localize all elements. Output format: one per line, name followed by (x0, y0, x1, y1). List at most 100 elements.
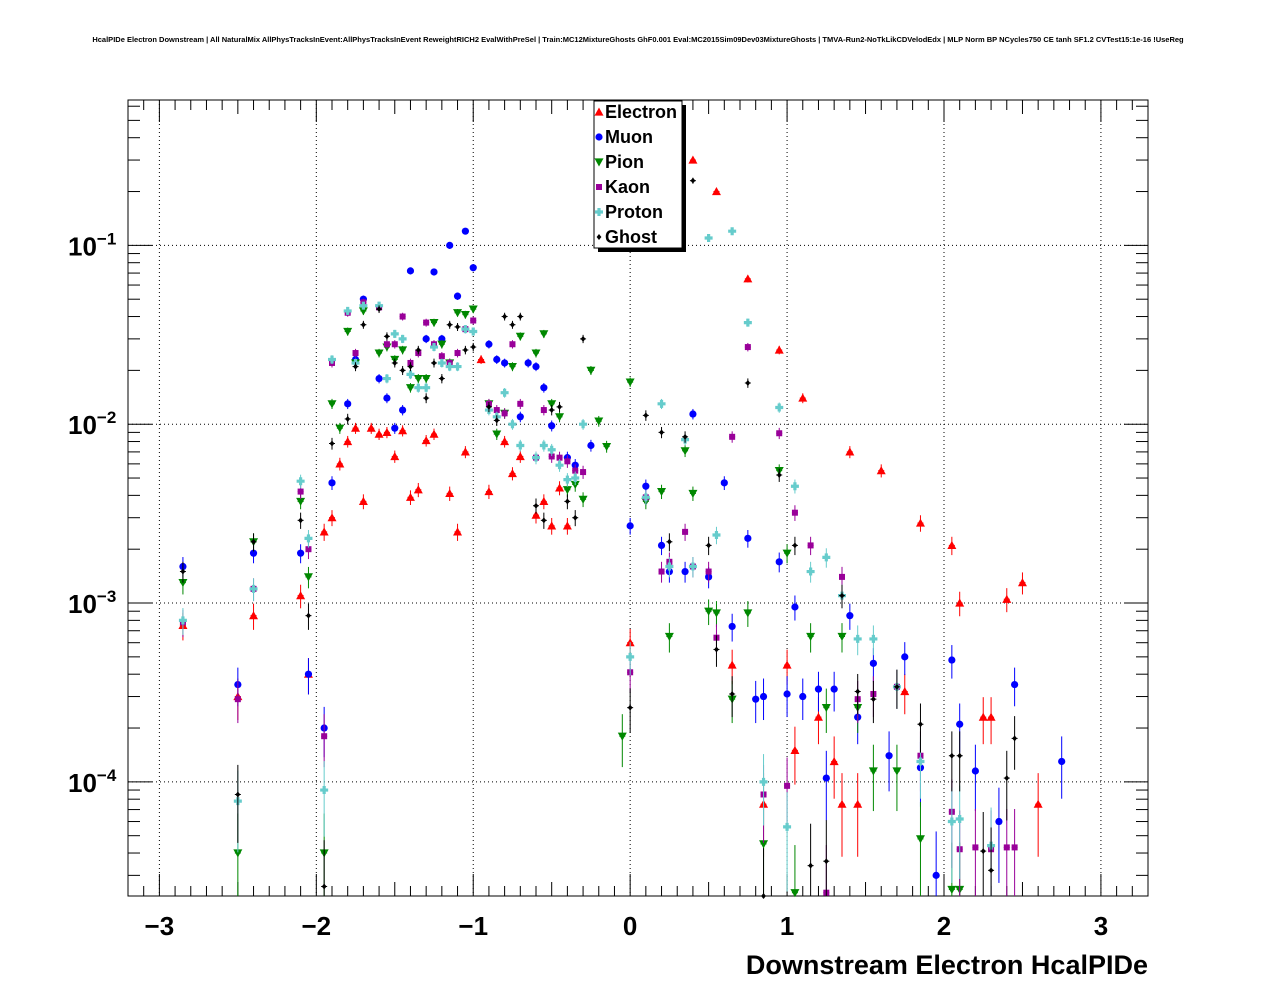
data-point (360, 321, 366, 328)
data-point (532, 453, 541, 462)
data-point (353, 363, 358, 370)
data-point (437, 340, 447, 349)
data-point (666, 538, 672, 545)
data-point (352, 350, 359, 357)
data-point (704, 607, 714, 616)
data-point (680, 447, 690, 456)
data-point (461, 325, 470, 334)
data-point (501, 410, 508, 417)
data-point (892, 767, 902, 776)
y-tick-labels: 10−1 10−2 10−3 10−4 (68, 229, 117, 797)
data-point (625, 378, 635, 387)
data-point (296, 497, 306, 506)
legend-label: Kaon (605, 177, 650, 197)
legend-item-kaon: Kaon (596, 177, 650, 197)
data-point (366, 423, 376, 432)
data-point (744, 534, 752, 542)
data-point (305, 546, 312, 553)
data-point (562, 486, 572, 495)
data-point (579, 420, 588, 429)
data-point (445, 362, 454, 371)
data-point (413, 485, 423, 494)
data-point (1017, 578, 1027, 587)
data-point (517, 313, 523, 320)
data-point (580, 335, 586, 342)
data-point (476, 355, 486, 364)
data-point (453, 309, 463, 318)
chart-title: HcalPIDe Electron Downstream | All Natur… (92, 35, 1184, 44)
x-tick-label: 0 (623, 911, 637, 941)
data-point (995, 817, 1003, 826)
data-point (657, 399, 666, 408)
data-point (493, 355, 501, 364)
data-point (956, 720, 964, 728)
data-point (869, 659, 877, 667)
data-point (468, 305, 478, 314)
data-point (853, 634, 862, 643)
data-point (743, 274, 753, 283)
data-point (453, 527, 463, 536)
data-point (296, 477, 305, 486)
legend-label: Ghost (605, 227, 657, 247)
data-point (359, 301, 368, 310)
data-point (531, 510, 541, 519)
data-point (437, 358, 446, 367)
data-point (510, 321, 515, 328)
x-tick-label: 3 (1094, 911, 1108, 941)
data-point (626, 522, 634, 530)
data-point (508, 420, 517, 429)
legend-marker (594, 158, 604, 167)
data-point (915, 518, 925, 527)
data-point (516, 413, 524, 421)
data-point (980, 848, 986, 855)
data-point (422, 335, 430, 343)
data-point (578, 495, 588, 504)
data-point (658, 568, 665, 575)
data-point (469, 264, 477, 272)
data-point (304, 670, 313, 678)
data-point (343, 437, 353, 446)
data-point (947, 885, 957, 895)
data-point (249, 549, 258, 557)
data-point (761, 893, 766, 899)
plot-frame (127, 99, 1149, 897)
data-point (485, 340, 493, 348)
data-point (947, 540, 957, 550)
data-point (775, 558, 783, 566)
data-point (744, 344, 751, 351)
data-point (706, 542, 712, 549)
legend-item-ghost: Ghost (596, 227, 657, 247)
data-point (853, 799, 863, 808)
y-tick-label: 10−3 (68, 587, 116, 619)
data-point (727, 660, 737, 669)
data-point (344, 400, 352, 408)
data-point (783, 690, 791, 698)
data-point (391, 341, 398, 348)
data-point (374, 349, 384, 358)
data-point (978, 712, 988, 721)
data-point (714, 646, 719, 653)
x-tick-label: −2 (301, 911, 331, 941)
data-point (455, 323, 460, 330)
data-point (915, 835, 925, 844)
data-point (540, 384, 548, 392)
data-point (806, 632, 816, 641)
data-point (390, 329, 399, 338)
data-point (918, 721, 923, 728)
data-point (382, 427, 392, 436)
data-point (988, 867, 994, 874)
data-point (549, 407, 555, 414)
legend-marker (594, 107, 604, 116)
series-muon (179, 227, 1066, 896)
data-point (399, 313, 406, 320)
data-point (830, 685, 838, 693)
data-point (390, 451, 400, 461)
data-point (430, 268, 438, 276)
data-point (321, 883, 327, 890)
data-point (587, 441, 595, 450)
data-point (580, 469, 587, 476)
data-point (759, 840, 769, 849)
data-point (829, 756, 839, 766)
data-point (413, 374, 423, 384)
data-point (784, 782, 791, 789)
